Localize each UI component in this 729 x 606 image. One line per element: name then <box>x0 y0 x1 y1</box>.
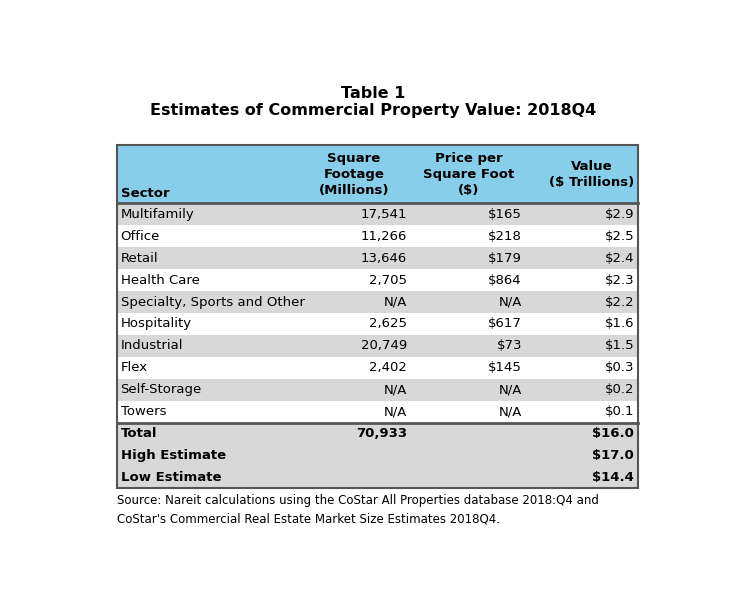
Text: $0.3: $0.3 <box>604 361 634 375</box>
Text: $2.4: $2.4 <box>604 251 634 265</box>
Bar <box>117 269 638 291</box>
Text: 20,749: 20,749 <box>361 339 408 353</box>
Text: N/A: N/A <box>384 405 408 418</box>
Text: $165: $165 <box>488 208 522 221</box>
Text: Multifamily: Multifamily <box>120 208 194 221</box>
Bar <box>117 247 638 269</box>
Text: N/A: N/A <box>384 296 408 308</box>
Bar <box>117 225 638 247</box>
Text: N/A: N/A <box>499 383 522 396</box>
Text: $1.6: $1.6 <box>604 318 634 330</box>
Bar <box>117 357 638 379</box>
Text: N/A: N/A <box>384 383 408 396</box>
Text: Industrial: Industrial <box>120 339 183 353</box>
Text: $1.5: $1.5 <box>604 339 634 353</box>
Text: $2.5: $2.5 <box>604 230 634 243</box>
Text: Total: Total <box>120 427 157 440</box>
Text: High Estimate: High Estimate <box>120 449 226 462</box>
Bar <box>117 445 638 467</box>
Text: $2.9: $2.9 <box>604 208 634 221</box>
Text: Office: Office <box>120 230 160 243</box>
Text: N/A: N/A <box>499 296 522 308</box>
Text: 17,541: 17,541 <box>361 208 408 221</box>
Text: $17.0: $17.0 <box>593 449 634 462</box>
Text: Self-Storage: Self-Storage <box>120 383 202 396</box>
Bar <box>117 423 638 445</box>
Text: $0.2: $0.2 <box>604 383 634 396</box>
Text: 11,266: 11,266 <box>361 230 408 243</box>
Text: Value
($ Trillions): Value ($ Trillions) <box>549 160 634 188</box>
Text: $218: $218 <box>488 230 522 243</box>
Text: $0.1: $0.1 <box>604 405 634 418</box>
Bar <box>117 401 638 423</box>
Text: $179: $179 <box>488 251 522 265</box>
Bar <box>117 291 638 313</box>
Text: Table 1: Table 1 <box>341 86 406 101</box>
Text: Sector: Sector <box>120 187 169 199</box>
Text: 2,625: 2,625 <box>369 318 408 330</box>
Text: Square
Footage
(Millions): Square Footage (Millions) <box>319 152 389 197</box>
Text: Estimates of Commercial Property Value: 2018Q4: Estimates of Commercial Property Value: … <box>150 104 597 119</box>
Bar <box>117 145 638 488</box>
Text: Hospitality: Hospitality <box>120 318 192 330</box>
Bar <box>117 379 638 401</box>
Bar <box>117 313 638 335</box>
Text: $73: $73 <box>496 339 522 353</box>
Text: $2.3: $2.3 <box>604 274 634 287</box>
Text: $2.2: $2.2 <box>604 296 634 308</box>
Text: Flex: Flex <box>120 361 148 375</box>
Text: 13,646: 13,646 <box>361 251 408 265</box>
Bar <box>117 145 638 204</box>
Text: $864: $864 <box>488 274 522 287</box>
Text: $617: $617 <box>488 318 522 330</box>
Text: $145: $145 <box>488 361 522 375</box>
Bar <box>117 204 638 225</box>
Text: Specialty, Sports and Other: Specialty, Sports and Other <box>120 296 305 308</box>
Text: Source: Nareit calculations using the CoStar All Properties database 2018:Q4 and: Source: Nareit calculations using the Co… <box>117 494 599 525</box>
Text: N/A: N/A <box>499 405 522 418</box>
Text: Price per
Square Foot
($): Price per Square Foot ($) <box>423 152 514 197</box>
Bar <box>117 335 638 357</box>
Text: Low Estimate: Low Estimate <box>120 471 221 484</box>
Text: 2,402: 2,402 <box>370 361 408 375</box>
Text: Towers: Towers <box>120 405 166 418</box>
Text: $16.0: $16.0 <box>592 427 634 440</box>
Text: Retail: Retail <box>120 251 158 265</box>
Text: $14.4: $14.4 <box>592 471 634 484</box>
Text: 2,705: 2,705 <box>369 274 408 287</box>
Bar <box>117 467 638 488</box>
Text: 70,933: 70,933 <box>356 427 408 440</box>
Text: Health Care: Health Care <box>120 274 199 287</box>
